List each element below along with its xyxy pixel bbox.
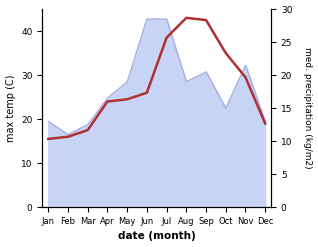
X-axis label: date (month): date (month): [118, 231, 196, 242]
Y-axis label: max temp (C): max temp (C): [5, 74, 16, 142]
Y-axis label: med. precipitation (kg/m2): med. precipitation (kg/m2): [303, 47, 313, 169]
